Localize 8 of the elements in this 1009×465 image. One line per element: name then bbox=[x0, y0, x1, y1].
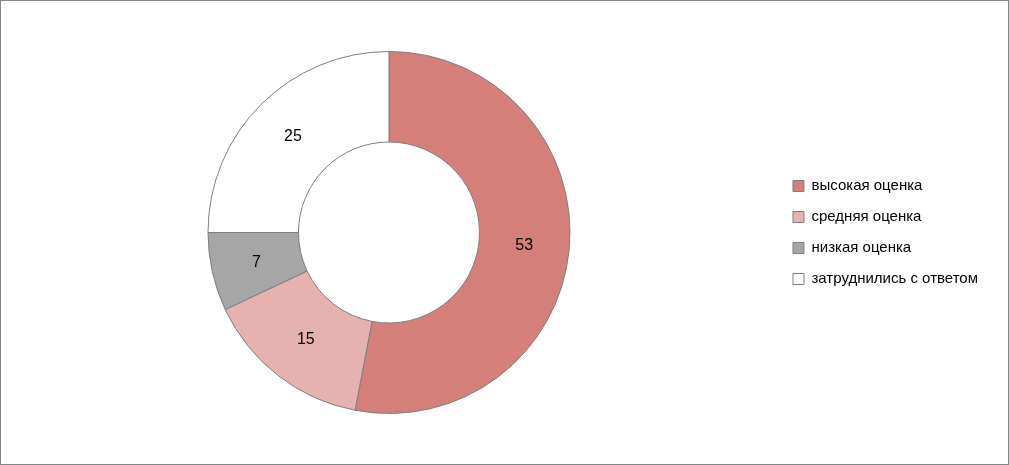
legend-label: низкая оценка bbox=[811, 238, 912, 256]
data-label: 15 bbox=[296, 330, 315, 348]
data-label: 7 bbox=[252, 252, 262, 270]
legend-label: средняя оценка bbox=[811, 207, 923, 225]
data-label: 25 bbox=[284, 126, 302, 144]
legend-label: высокая оценка bbox=[811, 176, 924, 194]
legend-label: затруднились с ответом bbox=[811, 269, 979, 287]
data-label: 53 bbox=[515, 235, 534, 253]
